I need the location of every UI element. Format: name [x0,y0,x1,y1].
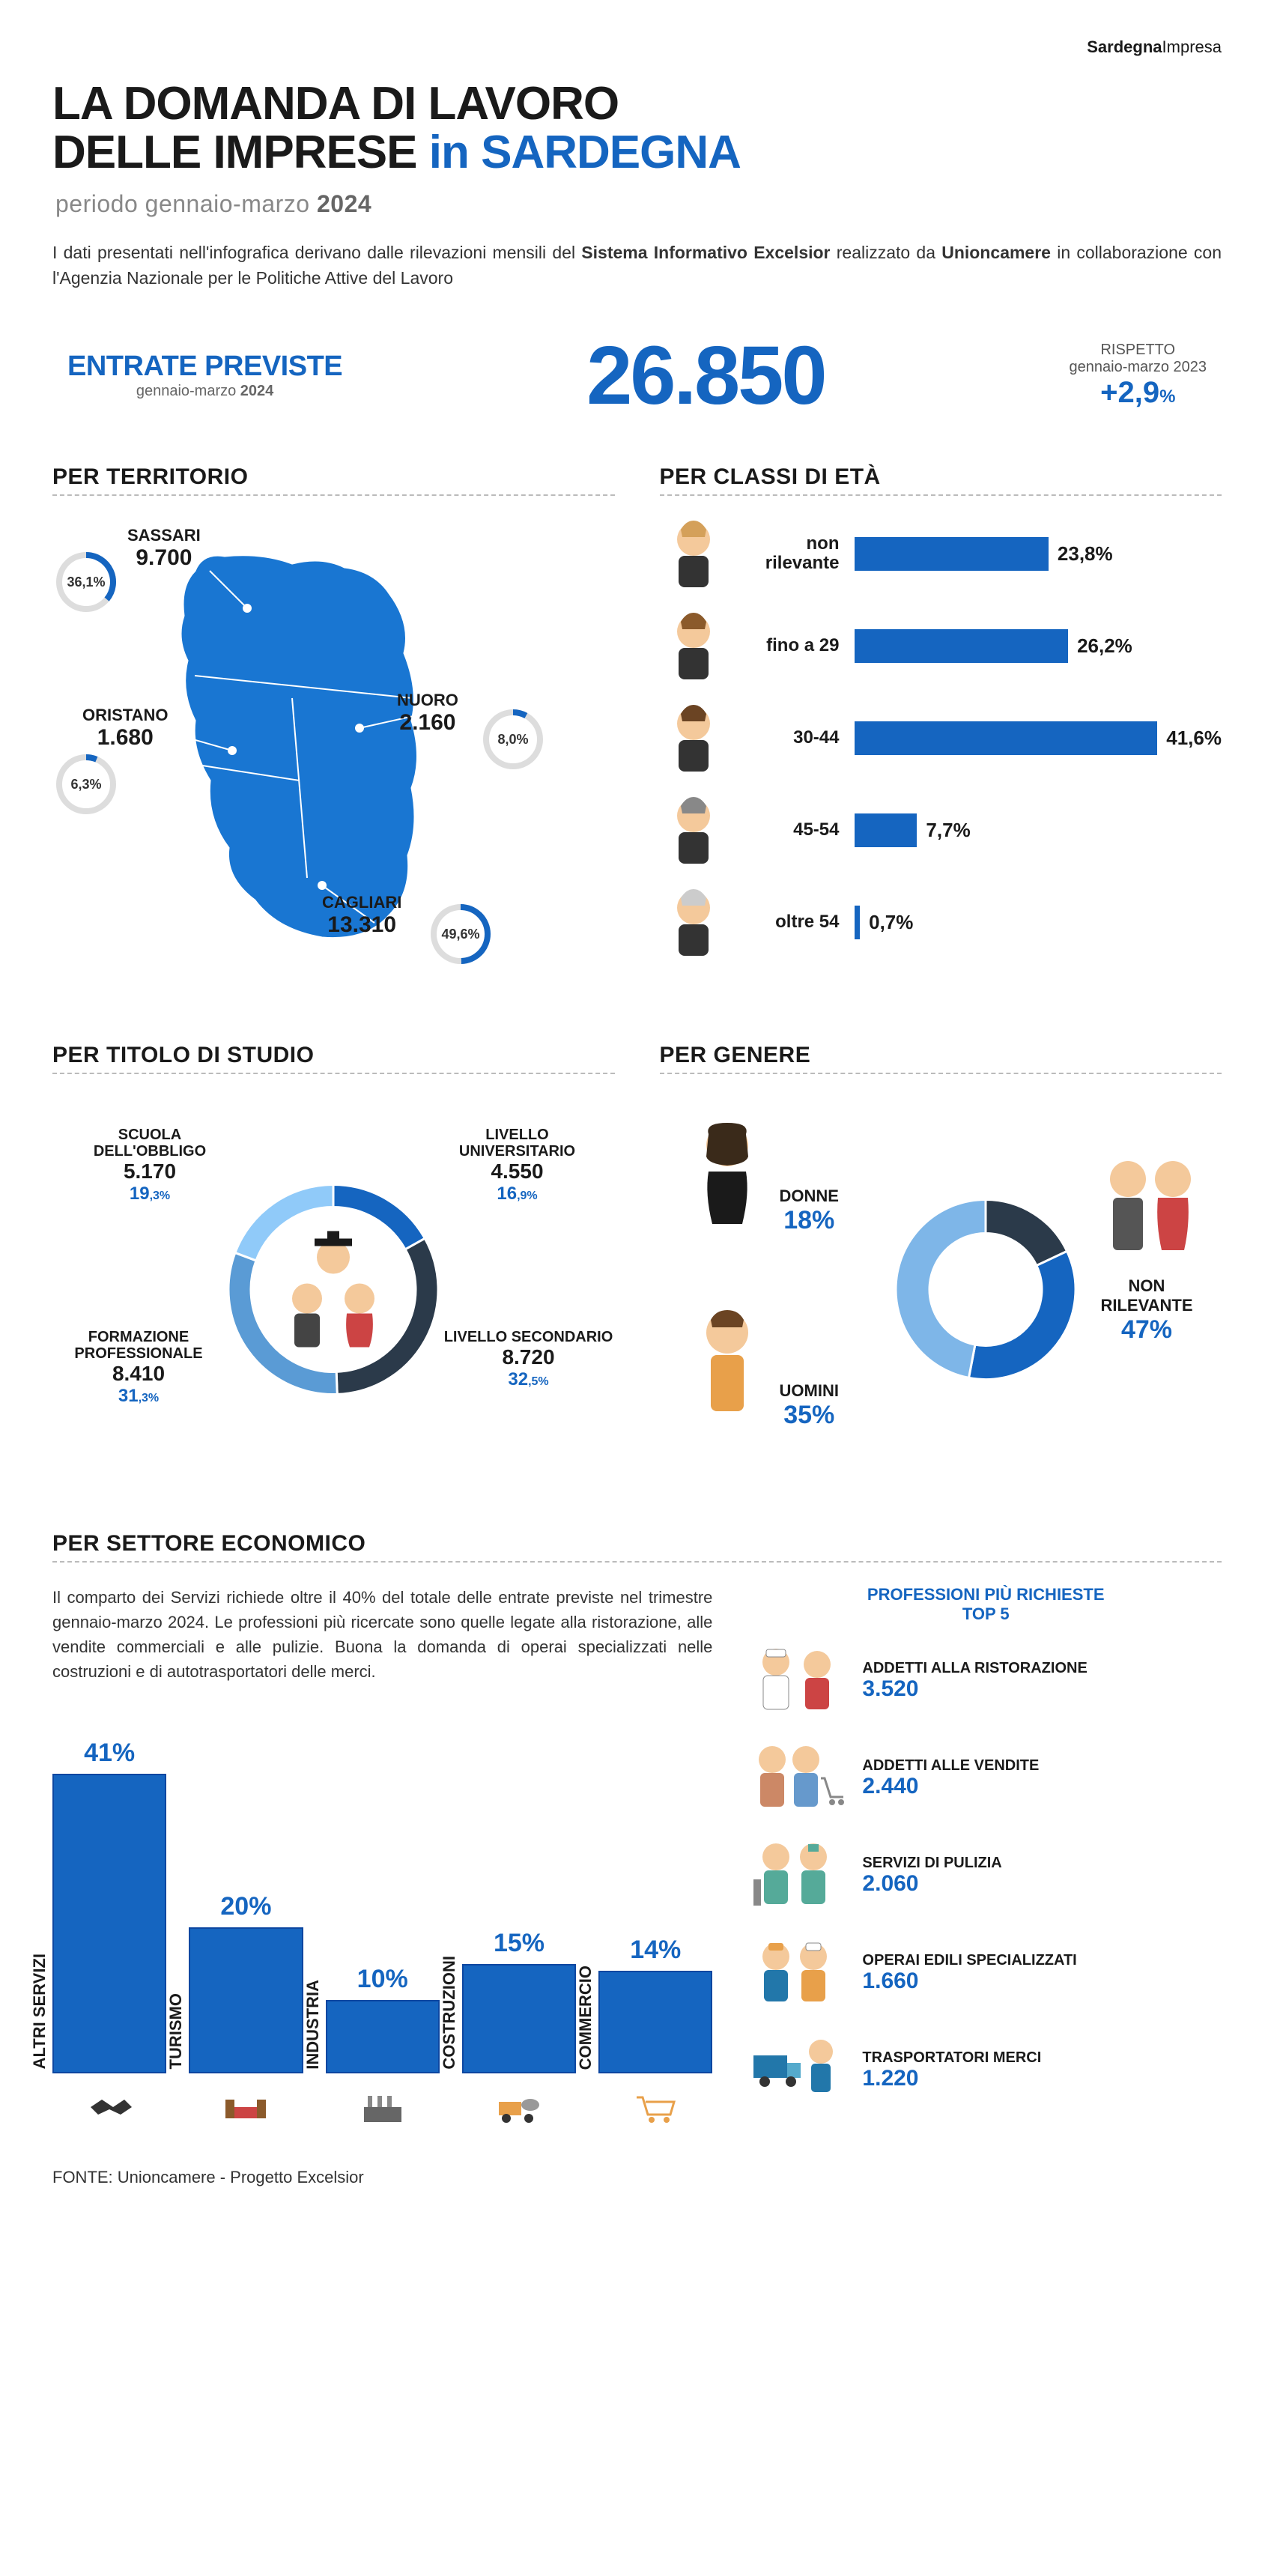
edu-professionale: FORMAZIONE PROFESSIONALE 8.410 31,3% [52,1329,225,1407]
age-row: fino a 29 26,2% [660,610,1222,682]
sardinia-map-icon [157,541,472,960]
gender-nonrilevante: NON RILEVANTE 47% [1087,1276,1207,1345]
sector-bar: 10% INDUSTRIA [326,1965,440,2073]
intro-text: I dati presentati nell'infografica deriv… [52,240,1222,291]
sector-bar-chart: 41% ALTRI SERVIZI 20% TURISMO 10% INDUST… [52,1714,712,2073]
entrate-label: ENTRATE PREVISTE [67,351,342,383]
subtitle: periodo gennaio-marzo 2024 [55,190,1222,218]
handshake-icon [83,2088,136,2126]
age-row: 45-54 7,7% [660,795,1222,866]
section-education-title: PER TITOLO DI STUDIO [52,1043,615,1068]
sector-bar: 15% COSTRUZIONI [462,1929,576,2073]
territory-cagliari: CAGLIARI 13.310 [322,893,401,938]
sector-bar: 14% COMMERCIO [598,1936,712,2073]
age-chart: non rilevante 23,8% fino a 29 26,2% [660,518,1222,958]
profession-icon [750,1741,847,1816]
divider [660,1073,1222,1074]
gender-donut: DONNE 18% UOMINI 35% NON RILEVANTE [660,1097,1222,1486]
entrate-sub: gennaio-marzo 2024 [67,383,342,400]
age-row: oltre 54 0,7% [660,887,1222,958]
territory-oristano: ORISTANO 1.680 [82,706,168,751]
couple-icon [1094,1157,1207,1261]
source: FONTE: Unioncamere - Progetto Excelsior [52,2168,1222,2187]
person-icon [660,610,727,682]
age-row: 30-44 41,6% [660,703,1222,774]
edu-secondario: LIVELLO SECONDARIO 8.720 32,5% [443,1329,615,1390]
divider [660,494,1222,496]
education-donut: SCUOLA DELL'OBBLIGO 5.170 19,3% LIVELLO … [52,1097,615,1486]
entrate-block: ENTRATE PREVISTE gennaio-marzo 2024 26.8… [52,328,1222,423]
territory-sassari: SASSARI 9.700 [127,526,201,571]
pie-nuoro: 8,0% [479,706,547,777]
graduates-icon [266,1224,401,1359]
pie-oristano: 6,3% [52,751,120,822]
pie-sassari: 36,1% [52,548,120,619]
gender-donne: DONNE 18% [780,1187,839,1235]
sector-text: Il comparto dei Servizi richiede oltre i… [52,1585,712,1684]
profession-icon [750,2033,847,2108]
cart-icon [629,2088,682,2126]
brand: SardegnaImpresa [52,37,1222,57]
pie-cagliari: 49,6% [427,900,494,972]
top5-item: OPERAI EDILI SPECIALIZZATI 1.660 [750,1936,1222,2010]
sector-bar: 41% ALTRI SERVIZI [52,1739,166,2073]
top5-item: ADDETTI ALLA RISTORAZIONE 3.520 [750,1643,1222,1718]
edu-obbligo: SCUOLA DELL'OBBLIGO 5.170 19,3% [75,1127,225,1204]
man-icon [682,1306,772,1426]
bed-icon [219,2088,272,2126]
top5-title: PROFESSIONI PIÙ RICHIESTE TOP 5 [750,1585,1222,1625]
top5-item: SERVIZI DI PULIZIA 2.060 [750,1838,1222,1913]
section-age-title: PER CLASSI DI ETÀ [660,464,1222,490]
factory-icon [357,2088,409,2126]
person-icon [660,703,727,774]
gender-uomini: UOMINI 35% [780,1381,839,1430]
profession-icon [750,1936,847,2010]
person-icon [660,887,727,958]
main-title: LA DOMANDA DI LAVORO DELLE IMPRESE in SA… [52,79,1222,177]
profession-icon [750,1838,847,1913]
divider [52,494,615,496]
divider [52,1561,1222,1563]
entrate-value: 26.850 [372,328,1039,423]
divider [52,1073,615,1074]
svg-text:6,3%: 6,3% [70,777,101,792]
svg-text:36,1%: 36,1% [67,575,105,590]
section-territory-title: PER TERRITORIO [52,464,615,490]
woman-icon [682,1119,772,1231]
entrate-delta: +2,9% [1070,376,1207,410]
svg-text:8,0%: 8,0% [497,732,528,747]
top5-item: TRASPORTATORI MERCI 1.220 [750,2033,1222,2108]
person-icon [660,518,727,590]
person-icon [660,795,727,866]
sector-icons [52,2088,712,2130]
age-row: non rilevante 23,8% [660,518,1222,590]
top5-list: ADDETTI ALLA RISTORAZIONE 3.520 ADDETTI … [750,1643,1222,2108]
entrate-compare-2: gennaio-marzo 2023 [1070,359,1207,376]
entrate-compare-1: RISPETTO [1070,342,1207,359]
top5-item: ADDETTI ALLE VENDITE 2.440 [750,1741,1222,1816]
sector-bar: 20% TURISMO [189,1892,303,2073]
section-gender-title: PER GENERE [660,1043,1222,1068]
profession-icon [750,1643,847,1718]
edu-universitario: LIVELLO UNIVERSITARIO 4.550 16,9% [443,1127,592,1204]
svg-text:49,6%: 49,6% [441,927,479,942]
truck-icon [493,2088,545,2126]
territory-map: SASSARI 9.700 36,1% NUORO 2.160 8,0% ORI… [52,518,615,998]
territory-nuoro: NUORO 2.160 [397,691,458,736]
section-sector-title: PER SETTORE ECONOMICO [52,1531,1222,1557]
